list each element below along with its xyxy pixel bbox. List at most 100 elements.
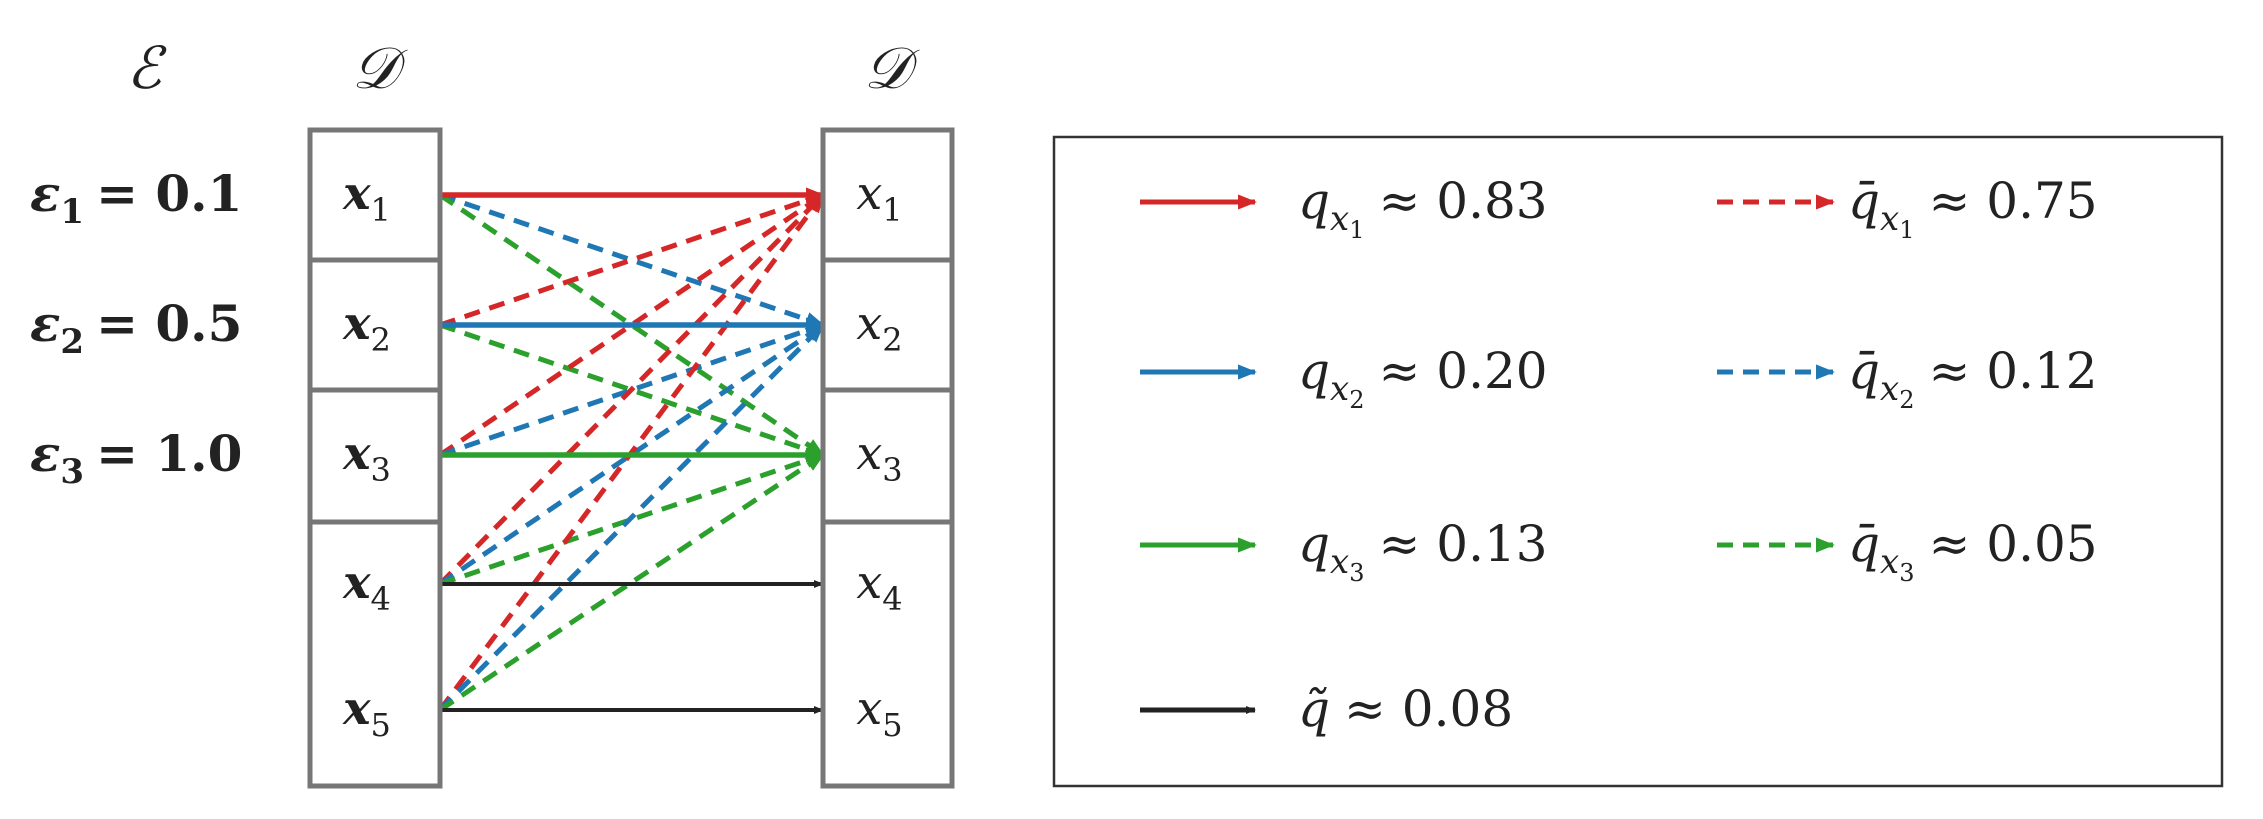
node-index: 1 (371, 191, 391, 229)
right-node-x2: x2 (856, 296, 902, 359)
left-dataset-box (307, 127, 443, 789)
node-symbol: x (856, 166, 882, 220)
epsilon-index: 1 (60, 192, 84, 232)
dashed-edge-x5-to-x2 (438, 323, 825, 712)
node-index: 3 (371, 451, 391, 489)
legend-label: qx1 ≈ 0.83 (1298, 172, 1548, 244)
dashed-edge-x4-to-x1 (438, 193, 825, 586)
legend-subsub: 2 (1349, 386, 1364, 414)
dashed-edge-x1-to-x2 (439, 192, 825, 328)
legend-label: qx2 ≈ 0.20 (1298, 342, 1548, 414)
legend-frame (1052, 135, 2224, 788)
legend-sub: x (1880, 199, 1899, 239)
dashed-edge-x3-to-x2 (439, 322, 825, 458)
legend-sub: x (1330, 369, 1349, 409)
legend-sub: x (1880, 542, 1899, 582)
legend-symbol: q (1298, 172, 1330, 230)
legend-label: q̄x1 ≈ 0.75 (1848, 172, 2098, 244)
epsilon-value: = 0.5 (96, 294, 242, 353)
legend-value: ≈ 0.20 (1378, 342, 1547, 400)
epsilon-label-2: ε2 = 0.5 (30, 294, 242, 362)
node-symbol: x (856, 555, 882, 609)
legend-subsub: 2 (1899, 386, 1914, 414)
node-symbol: x (856, 296, 882, 350)
labels: ℰ 𝒟 𝒟 ε1 = 0.1ε2 = 0.5ε3 = 1.0 (30, 34, 920, 492)
epsilon-value: = 1.0 (96, 424, 242, 483)
left-node-x4: x4 (342, 555, 391, 618)
node-symbol: x (856, 426, 882, 480)
legend-label: q̃ ≈ 0.08 (1298, 680, 1513, 738)
legend-symbol: q̃ (1298, 680, 1330, 738)
right-node-x5: x5 (856, 681, 902, 744)
legend-sub: x (1330, 542, 1349, 582)
legend-symbol: q (1298, 342, 1330, 400)
legend-value: ≈ 0.05 (1928, 515, 2097, 573)
right-dataset-header: 𝒟 (864, 34, 920, 102)
node-index: 4 (371, 580, 391, 618)
legend-subsub: 3 (1899, 559, 1914, 587)
node-index: 4 (882, 580, 902, 618)
legend-value: ≈ 0.12 (1928, 342, 2097, 400)
left-dataset-header: 𝒟 (352, 34, 408, 102)
legend-entry: qx1 ≈ 0.83 (1140, 172, 1548, 244)
left-node-x5: x5 (342, 681, 391, 744)
legend-entry: qx2 ≈ 0.20 (1140, 342, 1548, 414)
legend-value: ≈ 0.13 (1378, 515, 1547, 573)
legend-label: qx3 ≈ 0.13 (1298, 515, 1548, 587)
epsilon-index: 2 (60, 322, 84, 362)
legend-label: q̄x3 ≈ 0.05 (1848, 515, 2098, 587)
epsilon-symbol: ε (30, 424, 60, 483)
legend-subsub: 1 (1349, 216, 1364, 244)
left-node-x1: x1 (342, 166, 391, 229)
legend-symbol: q (1298, 515, 1330, 573)
right-node-x1: x1 (856, 166, 902, 229)
node-index: 2 (371, 321, 391, 359)
legend-subsub: 3 (1349, 559, 1364, 587)
legend-label: q̄x2 ≈ 0.12 (1848, 342, 2098, 414)
legend-subsub: 1 (1899, 216, 1914, 244)
node-symbol: x (342, 166, 371, 220)
right-node-x4: x4 (856, 555, 902, 618)
dashed-edge-x2-to-x1 (439, 192, 825, 328)
legend-entry: q̄x1 ≈ 0.75 (1717, 172, 2098, 244)
node-index: 1 (882, 191, 902, 229)
node-symbol: x (342, 681, 371, 735)
legend-value: ≈ 0.75 (1928, 172, 2097, 230)
left-node-x2: x2 (342, 296, 391, 359)
epsilon-set-header: ℰ (126, 34, 167, 102)
legend-symbol: q̄ (1848, 342, 1880, 400)
legend-sub: x (1330, 199, 1349, 239)
epsilon-value: = 0.1 (96, 164, 242, 223)
left-node-x3: x3 (342, 426, 391, 489)
epsilon-symbol: ε (30, 294, 60, 353)
legend-value: ≈ 0.83 (1378, 172, 1547, 230)
legend-value: ≈ 0.08 (1344, 680, 1513, 738)
dashed-edge-x2-to-x3 (439, 322, 825, 458)
node-index: 5 (882, 706, 902, 744)
edges (437, 187, 826, 714)
epsilon-label-1: ε1 = 0.1 (30, 164, 242, 232)
node-symbol: x (856, 681, 882, 735)
legend-entry: q̄x2 ≈ 0.12 (1717, 342, 2098, 414)
node-index: 2 (882, 321, 902, 359)
legend-entry: q̄x3 ≈ 0.05 (1717, 515, 2098, 587)
right-node-x3: x3 (856, 426, 902, 489)
legend-symbol: q̄ (1848, 172, 1880, 230)
node-index: 3 (882, 451, 902, 489)
node-index: 5 (371, 706, 391, 744)
node-symbol: x (342, 426, 371, 480)
epsilon-symbol: ε (30, 164, 60, 223)
legend-symbol: q̄ (1848, 515, 1880, 573)
legend-entry: qx3 ≈ 0.13 (1140, 515, 1548, 587)
legend-entry: q̃ ≈ 0.08 (1140, 680, 1513, 738)
node-symbol: x (342, 296, 371, 350)
legend-sub: x (1880, 369, 1899, 409)
right-dataset-box (820, 127, 955, 789)
node-symbol: x (342, 555, 371, 609)
epsilon-label-3: ε3 = 1.0 (30, 424, 242, 492)
dashed-edge-x4-to-x3 (439, 452, 825, 587)
epsilon-index: 3 (60, 452, 84, 492)
